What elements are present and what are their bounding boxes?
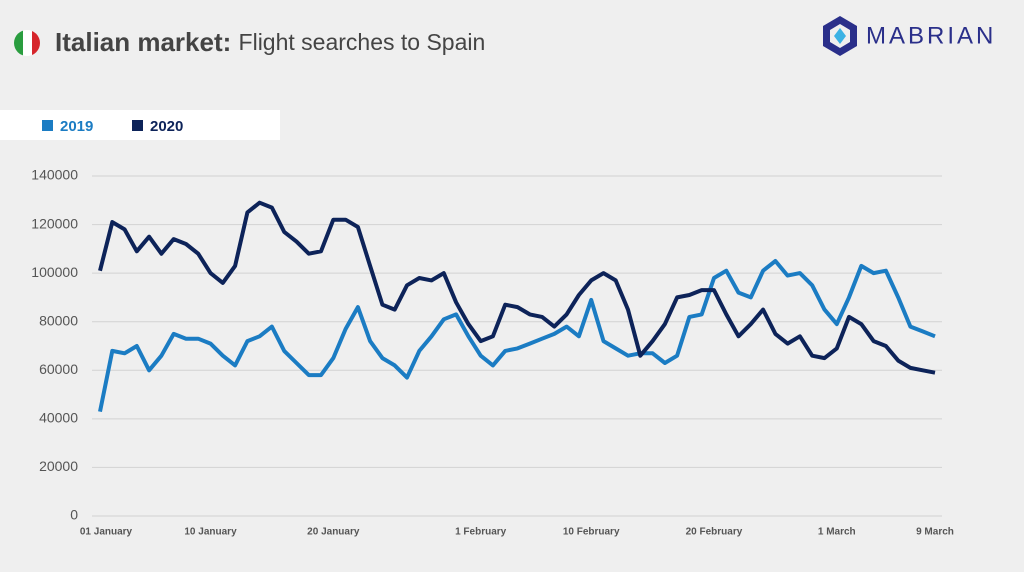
y-tick-label: 20000	[39, 458, 78, 474]
flag	[14, 30, 40, 56]
legend-swatch	[132, 120, 143, 131]
y-tick-label: 40000	[39, 410, 78, 426]
x-tick-label: 1 March	[818, 527, 856, 538]
y-tick-label: 140000	[31, 167, 78, 183]
x-tick-label: 20 February	[686, 527, 743, 538]
y-tick-label: 120000	[31, 215, 78, 231]
series-line	[98, 200, 936, 375]
x-tick-label: 10 February	[563, 527, 620, 538]
logo	[823, 16, 857, 56]
x-tick-label: 20 January	[307, 527, 360, 538]
chart-title: Italian market: Flight searches to Spain	[55, 27, 485, 57]
series-line	[98, 259, 936, 412]
y-tick-label: 100000	[31, 264, 78, 280]
x-tick-label: 1 February	[455, 527, 507, 538]
y-tick-label: 60000	[39, 361, 78, 377]
title-bold: Italian market:	[55, 27, 231, 57]
legend-label: 2020	[150, 118, 183, 135]
x-tick-label: 01 January	[80, 527, 133, 538]
brand: MABRIAN	[866, 22, 996, 49]
x-tick-label: 9 March	[916, 527, 954, 538]
y-tick-label: 80000	[39, 312, 78, 328]
subtitle: Flight searches to Spain	[239, 29, 486, 55]
legend-swatch	[42, 120, 53, 131]
y-tick-label: 0	[70, 507, 78, 523]
legend-label: 2019	[60, 118, 93, 135]
x-tick-label: 10 January	[184, 527, 237, 538]
